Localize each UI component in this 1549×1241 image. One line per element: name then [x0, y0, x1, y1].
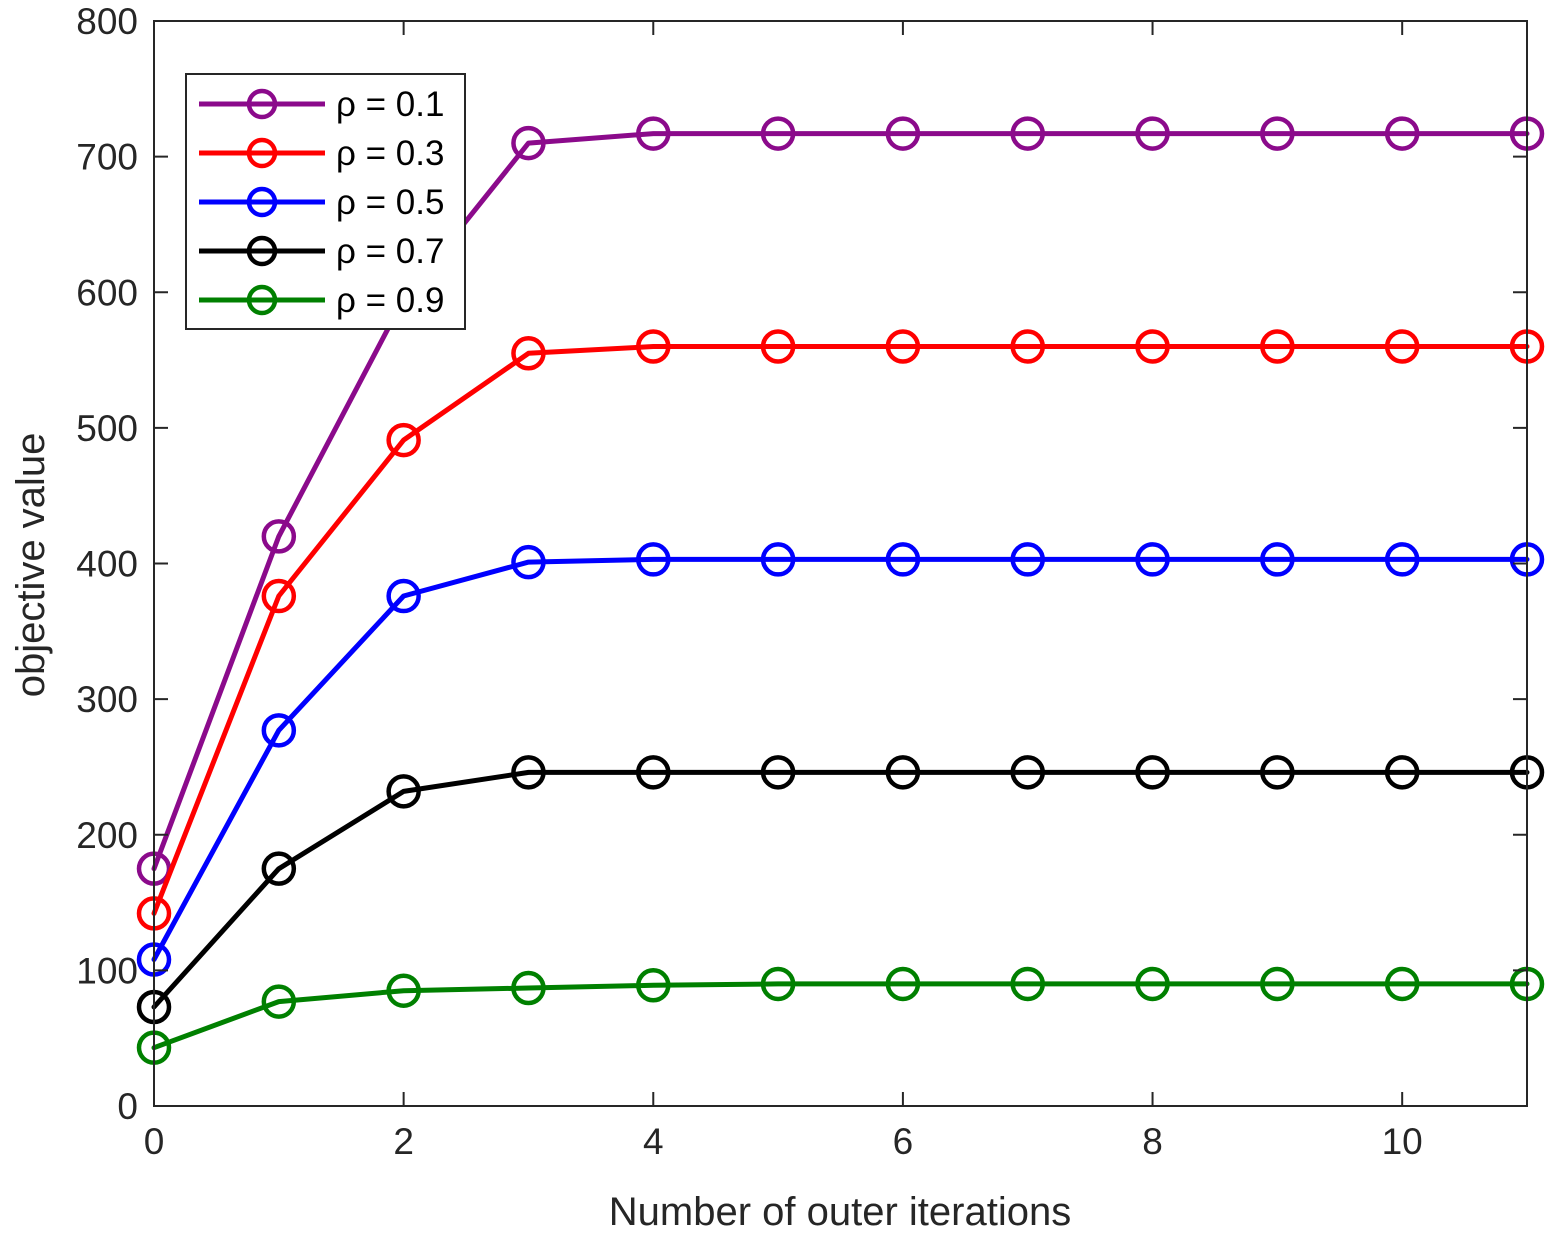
- x-tick-label: 8: [1142, 1121, 1163, 1162]
- data-point: [1260, 542, 1295, 577]
- data-point: [885, 116, 921, 151]
- data-point: [760, 116, 796, 151]
- data-point: [885, 755, 921, 790]
- y-tick-label: 100: [76, 950, 138, 991]
- data-point: [636, 542, 671, 577]
- x-tick-label: 10: [1382, 1121, 1423, 1162]
- y-tick-label: 400: [76, 544, 138, 585]
- data-point: [636, 116, 671, 151]
- data-point: [1384, 116, 1420, 151]
- data-point: [261, 984, 297, 1019]
- y-tick-label: 300: [76, 679, 138, 720]
- data-point: [1135, 755, 1170, 790]
- data-point: [1384, 966, 1420, 1002]
- legend-label: ρ = 0.9: [336, 281, 444, 320]
- data-point: [386, 774, 421, 809]
- data-point: [1135, 329, 1170, 364]
- data-point: [511, 755, 546, 790]
- data-point: [1135, 116, 1170, 151]
- y-tick-label: 0: [117, 1086, 138, 1127]
- series-line-0: [151, 131, 1530, 872]
- data-point: [1260, 329, 1295, 364]
- data-point: [261, 519, 297, 554]
- data-point: [760, 542, 796, 577]
- data-point: [511, 336, 546, 371]
- data-point: [386, 422, 421, 458]
- data-point: [1384, 542, 1420, 577]
- y-tick-label: 500: [76, 408, 138, 449]
- legend-label: ρ = 0.1: [336, 85, 444, 124]
- legend-marker: [246, 284, 278, 316]
- data-point: [885, 329, 921, 364]
- data-point: [1010, 116, 1045, 151]
- data-point: [386, 973, 421, 1008]
- y-axis-title: objective value: [9, 433, 53, 698]
- y-tick-label: 600: [76, 272, 138, 313]
- data-point: [1384, 329, 1420, 364]
- y-tick-label: 800: [76, 1, 138, 42]
- series-line-4: [151, 981, 1530, 1051]
- axes: [153, 20, 1528, 1107]
- data-point: [1010, 966, 1045, 1002]
- data-point: [511, 125, 546, 161]
- data-point: [636, 968, 671, 1003]
- y-tick-label: 700: [76, 137, 138, 178]
- legend-label: ρ = 0.3: [336, 134, 444, 173]
- data-point: [261, 713, 297, 748]
- series-line-2: [151, 556, 1530, 962]
- data-point: [1260, 755, 1295, 790]
- x-tick-label: 0: [144, 1121, 165, 1162]
- legend-label: ρ = 0.7: [336, 232, 444, 271]
- legend-marker: [246, 88, 278, 120]
- data-point: [511, 544, 546, 580]
- data-point: [1010, 755, 1045, 790]
- data-point: [511, 970, 546, 1006]
- data-point: [636, 329, 671, 364]
- data-point: [760, 329, 796, 364]
- data-point: [885, 542, 921, 577]
- data-point: [386, 578, 421, 614]
- data-point: [261, 578, 297, 614]
- legend-marker: [246, 186, 278, 218]
- data-point: [1384, 755, 1420, 790]
- data-point: [261, 851, 297, 886]
- legend-label: ρ = 0.5: [336, 183, 444, 222]
- data-point: [885, 966, 921, 1002]
- data-point: [636, 755, 671, 790]
- data-point: [760, 966, 796, 1002]
- legend: ρ = 0.1 ρ = 0.3 ρ = 0.5 ρ = 0.7 ρ = 0.9: [185, 73, 466, 330]
- data-point: [1260, 966, 1295, 1002]
- x-tick-label: 6: [893, 1121, 914, 1162]
- data-point: [1010, 329, 1045, 364]
- series-line-1: [151, 344, 1530, 916]
- legend-marker: [246, 235, 278, 267]
- data-point: [1135, 966, 1170, 1002]
- x-tick-label: 4: [643, 1121, 664, 1162]
- legend-marker: [246, 137, 278, 169]
- data-point: [760, 755, 796, 790]
- data-point: [1135, 542, 1170, 577]
- data-point: [1260, 116, 1295, 151]
- data-point: [1010, 542, 1045, 577]
- y-tick-label: 200: [76, 815, 138, 856]
- x-tick-label: 2: [393, 1121, 414, 1162]
- x-axis-title: Number of outer iterations: [609, 1190, 1071, 1234]
- series-line-3: [151, 769, 1530, 1010]
